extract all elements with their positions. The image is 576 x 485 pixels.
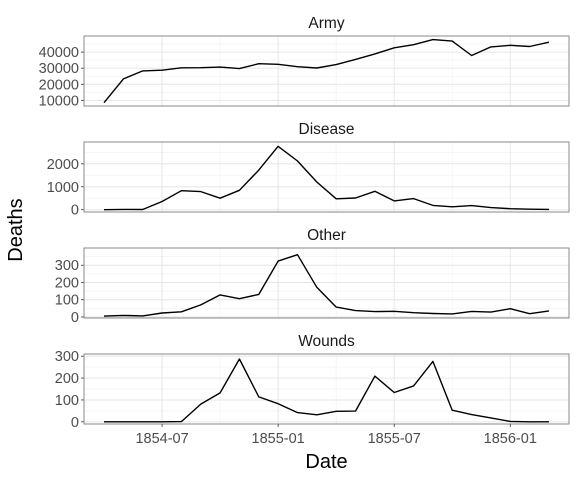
y-tick-label: 300 xyxy=(55,349,79,365)
series-line-wounds xyxy=(104,358,549,423)
y-tick-label: 0 xyxy=(71,203,79,219)
y-tick-label: 40000 xyxy=(39,45,79,61)
y-tick-label: 0 xyxy=(71,415,79,431)
y-tick-label: 10000 xyxy=(39,93,79,109)
series-line-other xyxy=(103,253,550,317)
y-tick-label: 100 xyxy=(55,393,79,409)
panel-border-other xyxy=(83,247,570,319)
series-line-disease xyxy=(103,145,550,211)
panel-border-wounds xyxy=(83,353,570,425)
y-tick-label: 30000 xyxy=(39,61,79,77)
y-tick-label: 200 xyxy=(55,275,79,291)
y-tick-label: 20000 xyxy=(39,77,79,93)
panel-title-wounds: Wounds xyxy=(298,333,355,350)
panel-title-disease: Disease xyxy=(299,121,355,138)
series-line-army xyxy=(103,38,550,104)
y-tick-label: 1000 xyxy=(47,180,79,196)
panel-title-other: Other xyxy=(307,227,346,244)
x-tick-label: 1854-07 xyxy=(135,431,188,447)
x-tick-label: 1856-01 xyxy=(484,431,537,447)
y-tick-label: 0 xyxy=(71,310,79,326)
x-tick-label: 1855-07 xyxy=(368,431,421,447)
y-tick-label: 300 xyxy=(55,258,79,274)
x-tick-label: 1855-01 xyxy=(252,431,305,447)
y-axis-title: Deaths xyxy=(5,198,27,261)
panel-border-army xyxy=(83,35,570,107)
y-tick-label: 2000 xyxy=(47,157,79,173)
y-tick-label: 100 xyxy=(55,293,79,309)
x-axis-title: Date xyxy=(305,451,347,473)
panel-title-army: Army xyxy=(308,15,344,32)
panel-border-disease xyxy=(83,141,570,213)
y-tick-label: 200 xyxy=(55,371,79,387)
